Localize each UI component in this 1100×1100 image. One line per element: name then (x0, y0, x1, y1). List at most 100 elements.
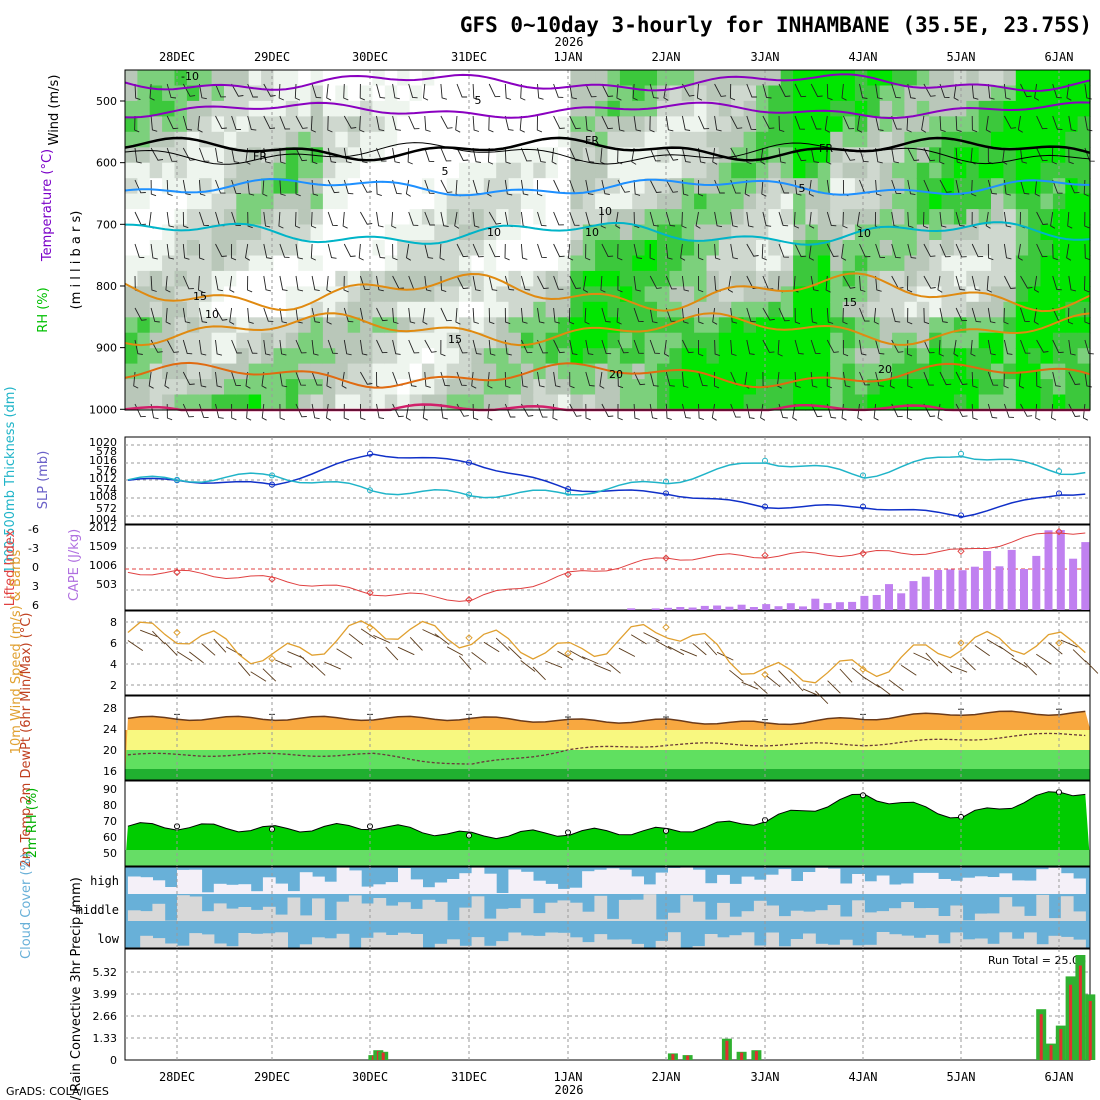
cloud-fraction-bar (398, 902, 411, 921)
rh-shade-cell (966, 240, 980, 257)
rh-shade-cell (174, 178, 188, 195)
rh-shade-cell (459, 116, 472, 133)
rh-shade-cell (558, 209, 571, 226)
rh-shade-cell (1028, 85, 1042, 102)
rh-shade-cell (1065, 286, 1079, 303)
cloud-fraction-bar (717, 937, 730, 948)
rh-shade-cell (1040, 332, 1054, 349)
wind-barb (714, 83, 727, 97)
rh-shade-cell (953, 178, 967, 195)
rh-shade-cell (558, 70, 571, 87)
wind-barb (487, 403, 493, 421)
rh-shade-cell (347, 178, 361, 195)
cloud-fraction-bar (876, 932, 890, 948)
cloud-fraction-bar (704, 934, 718, 948)
rh-shade-cell (446, 348, 460, 365)
wind-barb (1003, 275, 1016, 289)
wind-barb (698, 307, 704, 325)
rh-shade-cell (162, 332, 176, 349)
rh-shade-cell (830, 286, 844, 303)
rh-shade-cell (879, 209, 893, 226)
rh-shade-cell (409, 70, 423, 87)
rh-shade-cell (854, 332, 868, 349)
rh-shade-cell (867, 100, 881, 117)
rh-shade-cell (459, 209, 472, 226)
rh-shade-cell (929, 379, 943, 396)
rh-shade-cell (607, 286, 621, 303)
rh-shade-cell (941, 332, 955, 349)
rh-shade-cell (508, 301, 522, 318)
rh-shade-cell (421, 85, 435, 102)
wind-barb (537, 371, 545, 388)
rh-shade-cell (397, 70, 411, 87)
cloud-fraction-bar (938, 879, 951, 894)
rh-shade-cell (830, 162, 844, 179)
rh-shade-cell (483, 286, 497, 303)
wind-barb (487, 371, 493, 389)
rh-shade-cell (261, 270, 275, 287)
rh-shade-cell (718, 270, 732, 287)
rh-shade-cell (1003, 379, 1017, 396)
rh-shade-cell (842, 332, 856, 349)
rh-shade-cell (149, 193, 163, 210)
rh-shade-cell (347, 332, 361, 349)
rh-shade-cell (718, 363, 732, 380)
chart-title: GFS 0~10day 3-hourly for INHAMBANE (35.5… (460, 13, 1092, 37)
rh-shade-cell (298, 224, 312, 241)
wind-barb (182, 243, 190, 260)
isotherm-line (124, 101, 1091, 120)
temp-fill (125, 711, 1091, 780)
rh-shade-cell (298, 85, 312, 102)
rh-shade-cell (149, 332, 163, 349)
rh-shade-cell (1040, 240, 1054, 257)
wind-barb (585, 147, 595, 163)
rh-shade-cell (619, 131, 633, 148)
rh-shade-cell (483, 301, 497, 318)
wind-barb (424, 243, 434, 259)
rh-shade-cell (174, 363, 188, 380)
rh-shade-cell (929, 85, 943, 102)
rh-shade-cell (162, 70, 176, 87)
rh-shade-cell (496, 286, 510, 303)
wind-barb (778, 115, 785, 133)
temp-band-mild (125, 730, 1090, 750)
wind-barb (215, 371, 223, 388)
cloud-fraction-bar (889, 908, 902, 921)
isotherm-line (124, 221, 1091, 246)
rh-shade-cell (471, 147, 485, 164)
rh-shade-cell (1015, 348, 1029, 365)
rh-shade-cell (780, 332, 794, 349)
rh-shade-cell (694, 100, 708, 117)
rh-shade-cell (347, 193, 361, 210)
wind-barb (440, 83, 448, 100)
rh-shade-cell (248, 363, 262, 380)
cloud-fraction-bar (741, 932, 755, 948)
lifted-index-tick-label: 0 (32, 561, 39, 574)
rh-shade-cell (508, 209, 522, 226)
wind-barb (166, 179, 173, 197)
cloud-fraction-bar (741, 911, 755, 921)
rh-shade-cell (1040, 224, 1054, 241)
cloud-fraction-bar (201, 892, 215, 894)
rh-shade-cell (360, 286, 374, 303)
rh-shade-cell (372, 255, 386, 272)
rh-shade-cell (607, 240, 621, 257)
rh-shade-cell (817, 348, 831, 365)
rh-shade-cell (1028, 147, 1042, 164)
cape-bar (676, 607, 685, 610)
wind-barb (343, 403, 350, 421)
rh-shade-cell (904, 162, 918, 179)
rh-shade-cell (1052, 348, 1066, 365)
rh-shade-cell (619, 317, 633, 334)
rh-shade-cell (273, 116, 287, 133)
rh-shade-cell (1003, 270, 1017, 287)
rh-shade-cell (384, 193, 398, 210)
rh-shade-cell (211, 147, 225, 164)
rh-shade-cell (186, 394, 200, 411)
rh-shade-cell (434, 394, 448, 411)
cloud-level-label: low (97, 932, 119, 946)
rh-shade-cell (830, 379, 844, 396)
bottom-date-label: 28DEC (159, 1070, 195, 1084)
rh-shade-cell (459, 363, 472, 380)
